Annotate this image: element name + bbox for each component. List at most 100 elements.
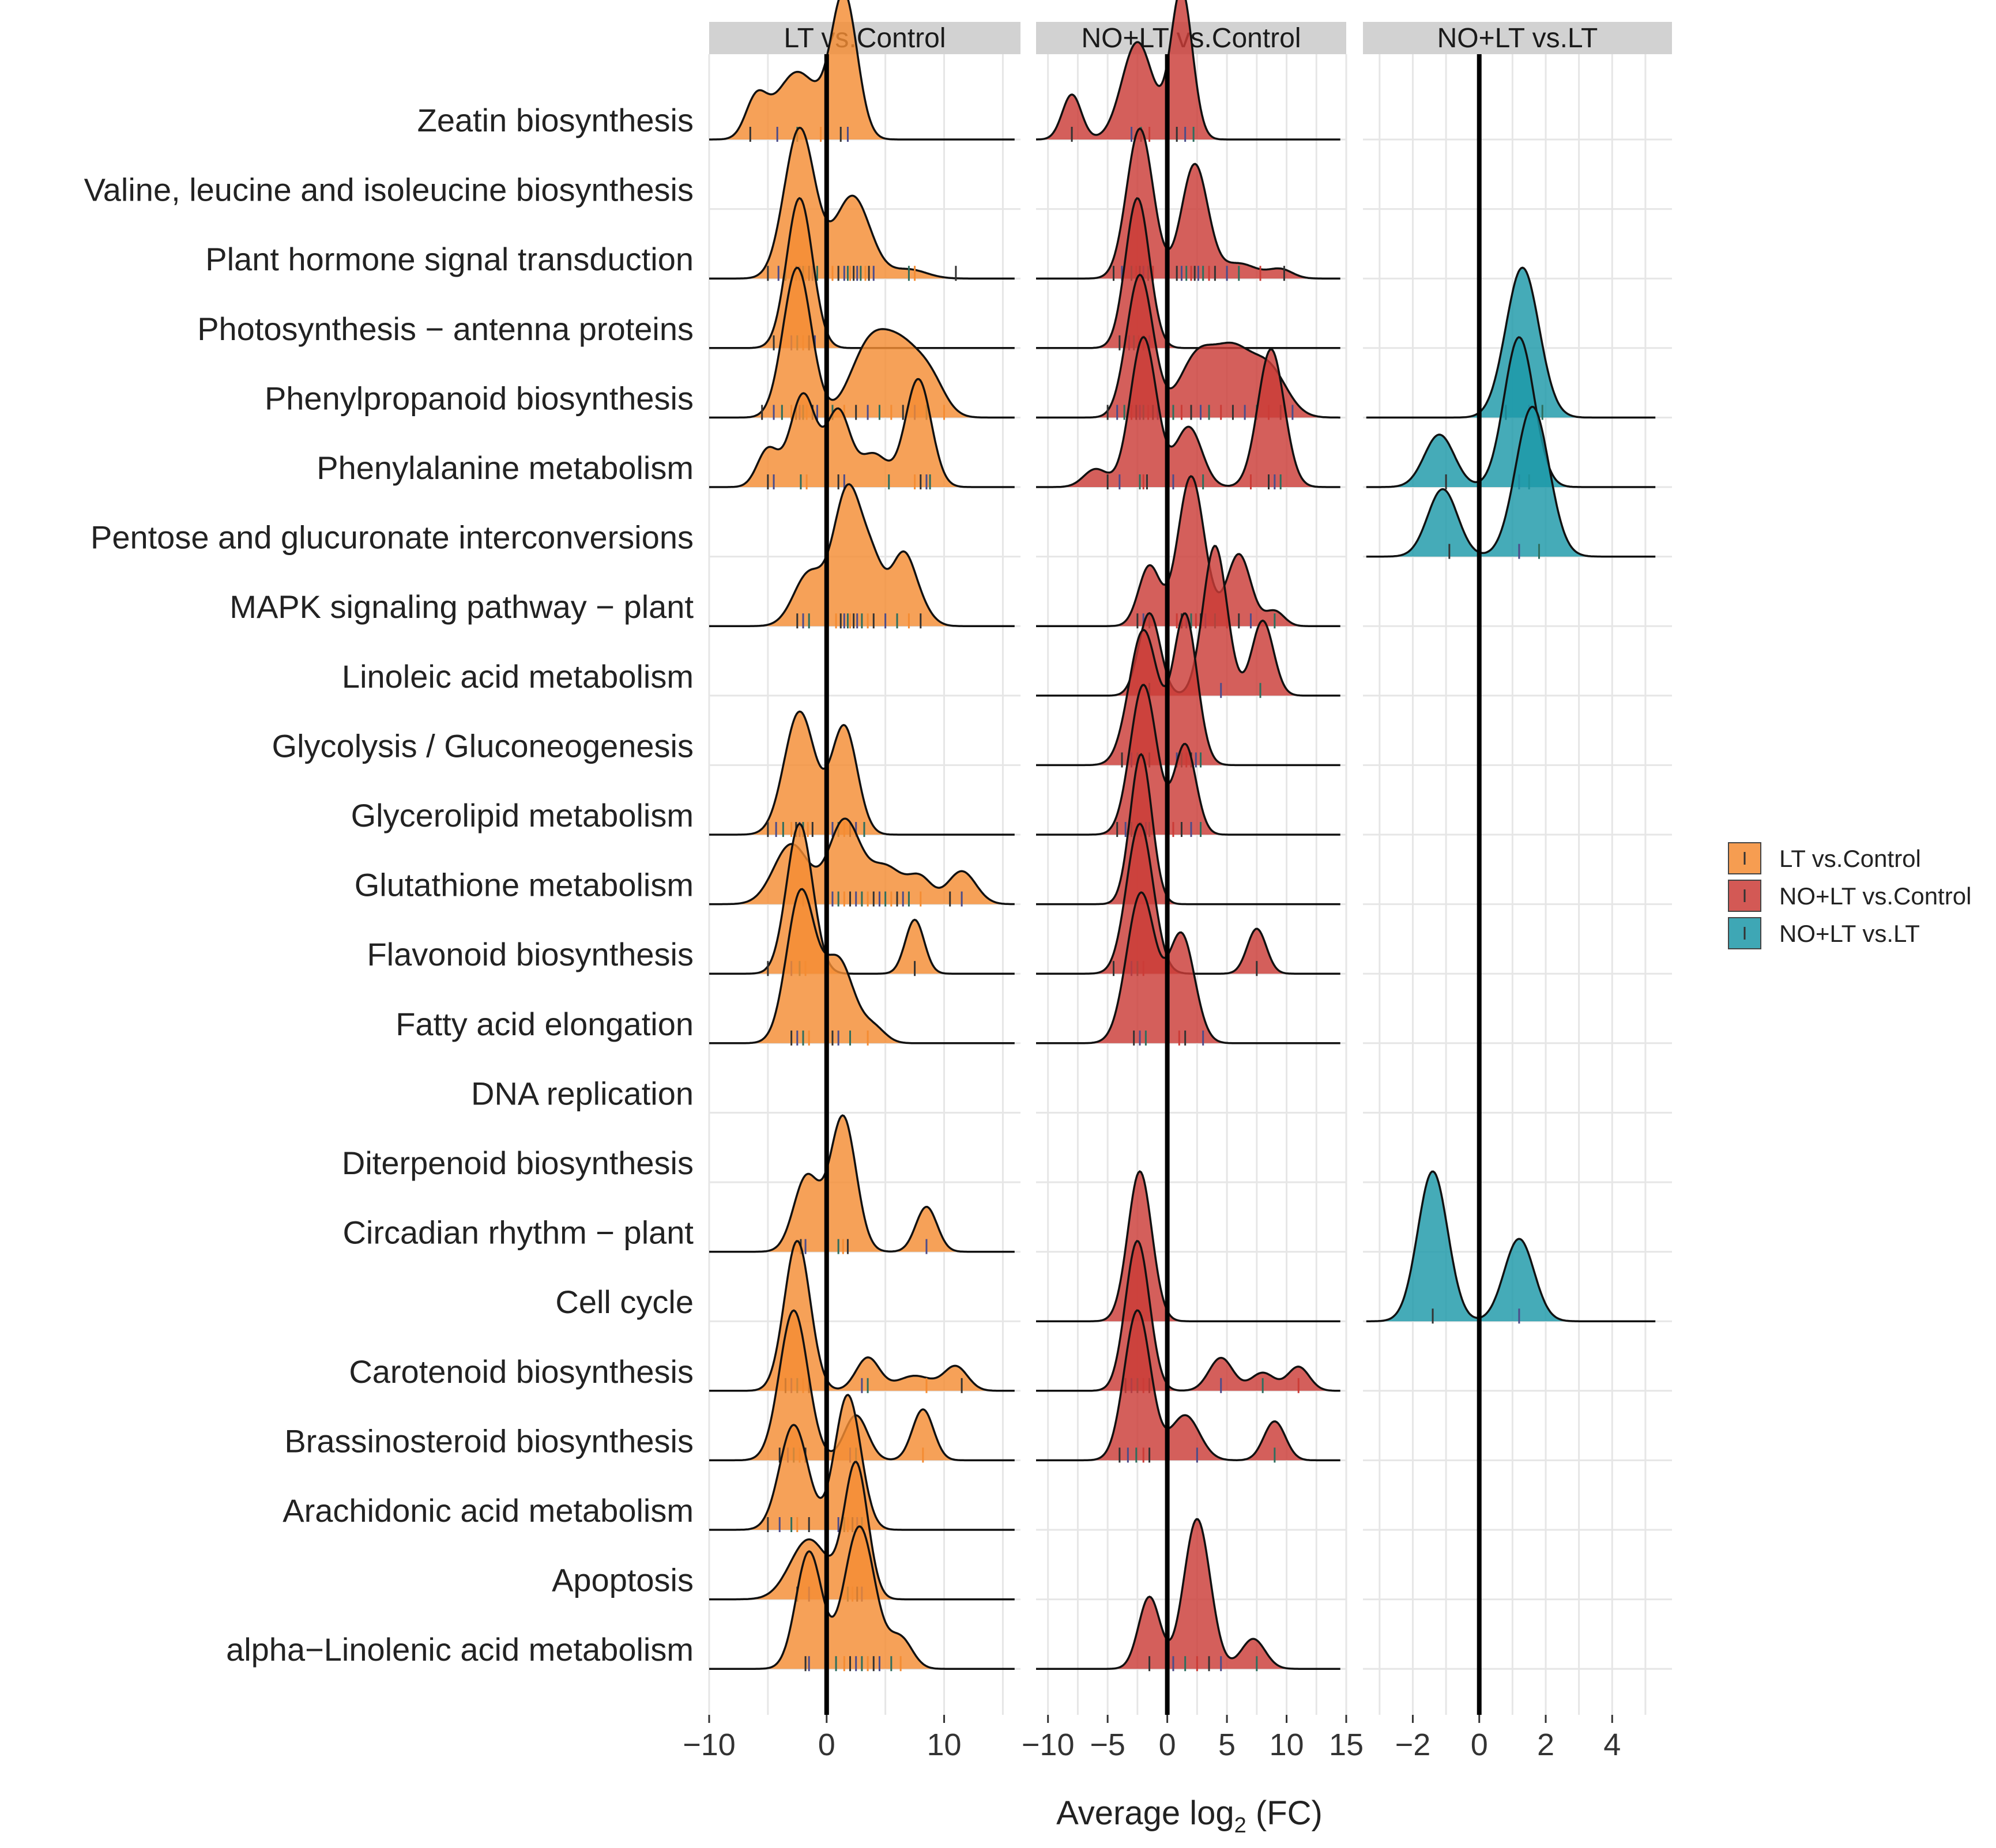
ridge-outline: [709, 1525, 1015, 1670]
x-axis-title: Average log2 (FC): [1056, 1794, 1323, 1838]
ridge-outline: [709, 888, 1015, 1044]
ridge-outline: [1036, 891, 1340, 1044]
ridge-fill: [1036, 1310, 1340, 1461]
ridge-fill: [1036, 0, 1340, 139]
ridge-fill: [1036, 613, 1340, 765]
x-tick-label: 15: [1329, 1728, 1364, 1762]
pathway-label: Glutathione metabolism: [355, 867, 694, 903]
ridge-fill: [1036, 546, 1340, 696]
ridge-fill: [709, 1526, 1015, 1669]
ridge-outline: [1366, 1170, 1656, 1322]
pathway-label: Zeatin biosynthesis: [417, 102, 694, 138]
ridge-outline: [1366, 266, 1656, 419]
x-tick-label: 10: [927, 1728, 962, 1762]
ridge-outline: [1036, 273, 1340, 419]
x-tick-label: 0: [1159, 1728, 1176, 1762]
pathway-label: Flavonoid biosynthesis: [367, 936, 694, 972]
ridge-outline: [1036, 1170, 1340, 1322]
pathway-label: Pentose and glucuronate interconversions: [91, 519, 694, 556]
pathway-labels: Zeatin biosynthesis Valine, leucine and i…: [84, 102, 694, 1668]
x-tick-label: 10: [1269, 1728, 1304, 1762]
ridge-fill: [1036, 476, 1340, 627]
panel-header-strip: [709, 22, 1020, 54]
ridge-fill: [709, 819, 1015, 904]
ridge-outline: [709, 266, 1015, 419]
pathway-label: Apoptosis: [552, 1562, 694, 1598]
ridge-outline: [1036, 753, 1340, 906]
pathway-label: alpha−Linolenic acid metabolism: [226, 1631, 694, 1668]
ridge-fill: [1036, 685, 1340, 835]
pathway-label: Glycolysis / Gluconeogenesis: [272, 727, 694, 764]
x-tick-label: −10: [683, 1728, 736, 1762]
pathway-label: Plant hormone signal transduction: [205, 241, 694, 277]
x-tick-label: −5: [1090, 1728, 1125, 1762]
pathway-label: Arachidonic acid metabolism: [283, 1492, 694, 1529]
x-tick-label: 4: [1603, 1728, 1621, 1762]
ridge-fill: [1366, 267, 1656, 418]
ridge-outline: [709, 126, 1015, 280]
ridge-outline: [1036, 1240, 1340, 1392]
x-tick-label: 5: [1218, 1728, 1236, 1762]
ridge-outline: [1036, 1518, 1340, 1670]
ridge-fill: [709, 484, 1015, 627]
ridge-outline: [1036, 127, 1340, 280]
ridge-fill: [709, 889, 1015, 1043]
ridge-outline: [709, 378, 1015, 488]
ridge-fill: [1036, 1171, 1340, 1322]
x-tick-label: −2: [1395, 1728, 1431, 1762]
ridge-outline: [1036, 684, 1340, 836]
x-tick-label: 0: [1471, 1728, 1488, 1762]
pathway-label: Circadian rhythm − plant: [342, 1215, 694, 1251]
ridge-outline: [709, 710, 1015, 836]
ridge-fill: [1366, 1171, 1656, 1322]
pathway-label: Cell cycle: [555, 1284, 694, 1320]
ridge-fill: [709, 711, 1015, 835]
ridge-outline: [1036, 1309, 1340, 1462]
pathway-label: Valine, leucine and isoleucine biosynthe…: [84, 172, 694, 208]
ridge-outline: [709, 0, 1015, 141]
legend-label: NO+LT vs.Control: [1779, 882, 1971, 910]
x-tick-label: 0: [818, 1728, 835, 1762]
panel-header-strip: [1363, 22, 1672, 54]
ridge-outline: [709, 1461, 1015, 1601]
ridge-outline: [709, 1309, 1015, 1462]
ridge-outline: [709, 823, 1015, 975]
ridge-outline: [709, 483, 1015, 627]
ridge-fill: [1036, 337, 1340, 487]
ridge-outline: [1036, 197, 1340, 349]
ridge-fill: [1036, 274, 1340, 418]
ridge-fill: [709, 1241, 1015, 1391]
ridge-outline: [709, 1240, 1015, 1392]
ridge-fill: [709, 824, 1015, 974]
ridge-fill: [709, 127, 1015, 279]
pathway-label: Diterpenoid biosynthesis: [342, 1145, 694, 1181]
legend: LT vs.Control NO+LT vs.Control NO+LT vs.LT: [1728, 842, 1971, 949]
ridges: [709, 0, 1656, 1672]
pathway-label: Brassinosteroid biosynthesis: [284, 1423, 694, 1459]
pathway-label: MAPK signaling pathway − plant: [229, 589, 694, 625]
zero-lines: [824, 54, 1482, 1715]
ridge-fill: [709, 1394, 1015, 1530]
legend-swatch: [1728, 880, 1761, 912]
ridge-fill: [1366, 406, 1656, 557]
pathway-label: Phenylpropanoid biosynthesis: [265, 380, 694, 416]
ridge-fill: [709, 267, 1015, 418]
x-tick-label: 2: [1537, 1728, 1554, 1762]
ridge-fill: [709, 0, 1015, 139]
pathway-label: Carotenoid biosynthesis: [349, 1353, 694, 1390]
ridge-fill: [1036, 1519, 1340, 1669]
panel-title: NO+LT vs.LT: [1437, 23, 1598, 54]
ridge-fill: [709, 1115, 1015, 1252]
ridge-outline: [1036, 335, 1340, 488]
pathway-label: Photosynthesis − antenna proteins: [197, 311, 694, 347]
ridge-fill: [1366, 337, 1656, 487]
ridge-fill: [1036, 892, 1340, 1043]
pathway-label: Phenylalanine metabolism: [317, 450, 694, 486]
ridge-fill: [1036, 129, 1340, 279]
pathway-label: Glycerolipid metabolism: [351, 797, 694, 834]
legend-label: LT vs.Control: [1779, 845, 1921, 872]
pathway-label: DNA replication: [471, 1075, 694, 1111]
ridge-outline: [1036, 0, 1340, 141]
